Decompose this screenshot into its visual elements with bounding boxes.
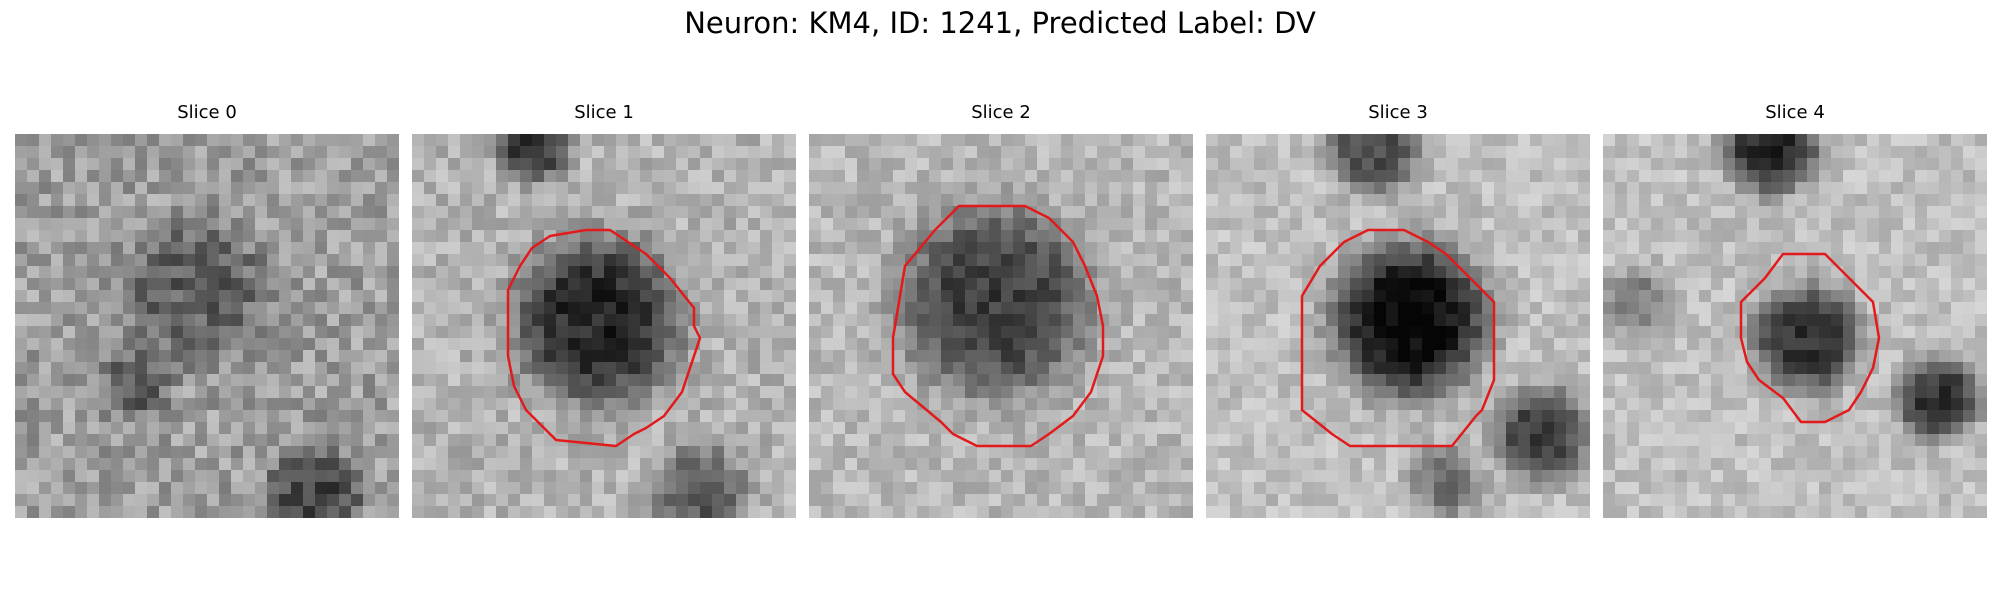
slice-panel-3: Slice 3 bbox=[1206, 102, 1590, 518]
slice-title: Slice 1 bbox=[574, 102, 634, 123]
microscopy-slice-image bbox=[1206, 134, 1590, 518]
figure-title: Neuron: KM4, ID: 1241, Predicted Label: … bbox=[684, 6, 1316, 40]
grayscale-pixel-grid bbox=[809, 134, 1193, 518]
grayscale-pixel-grid bbox=[412, 134, 796, 518]
slice-panel-2: Slice 2 bbox=[809, 102, 1193, 518]
slice-title: Slice 3 bbox=[1368, 102, 1428, 123]
grayscale-pixel-grid bbox=[1603, 134, 1987, 518]
slice-panel-1: Slice 1 bbox=[412, 102, 796, 518]
grayscale-pixel-grid bbox=[1206, 134, 1590, 518]
slice-title: Slice 4 bbox=[1765, 102, 1825, 123]
microscopy-slice-image bbox=[15, 134, 399, 518]
microscopy-slice-image bbox=[1603, 134, 1987, 518]
slice-title: Slice 2 bbox=[971, 102, 1031, 123]
cell-contour-outline bbox=[891, 204, 1105, 448]
slice-panel-0: Slice 0 bbox=[15, 102, 399, 518]
microscopy-slice-image bbox=[412, 134, 796, 518]
slice-panel-4: Slice 4 bbox=[1603, 102, 1987, 518]
cell-contour-outline bbox=[1739, 252, 1881, 424]
cell-contour-outline bbox=[1300, 228, 1496, 448]
slice-title: Slice 0 bbox=[177, 102, 237, 123]
cell-contour-outline bbox=[506, 228, 702, 448]
microscopy-slice-image bbox=[809, 134, 1193, 518]
grayscale-pixel-grid bbox=[15, 134, 399, 518]
